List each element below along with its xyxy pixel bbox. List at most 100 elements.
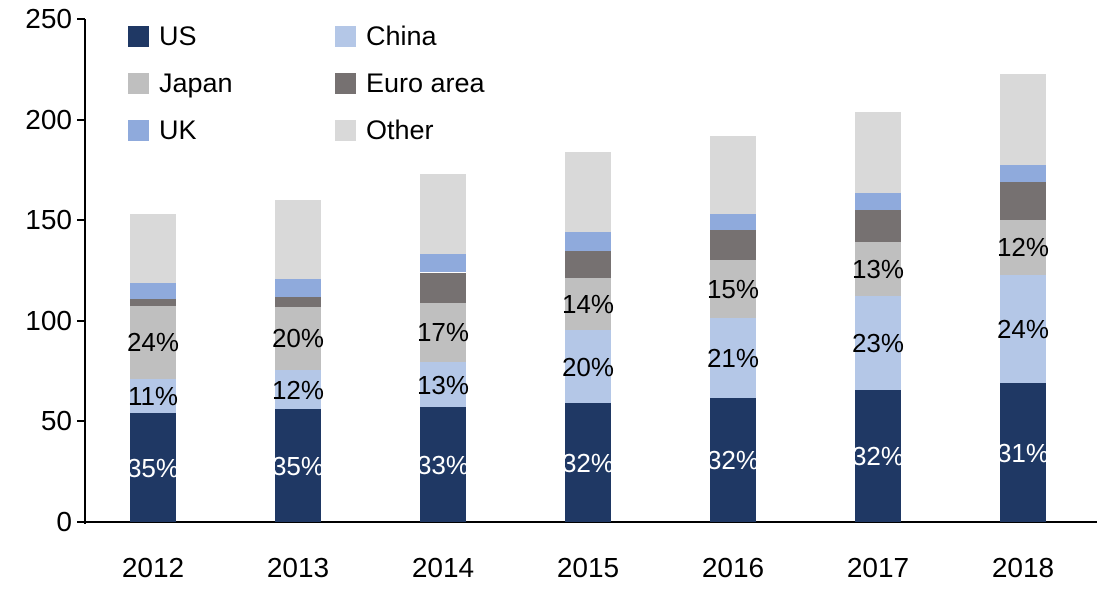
- segment-percent-label: 20%: [561, 351, 615, 382]
- bar-segment-us: [1000, 383, 1046, 522]
- segment-percent-label: 32%: [561, 447, 615, 478]
- segment-percent-label: 13%: [416, 369, 470, 400]
- bar-segment-china: [130, 379, 176, 414]
- segment-percent-label: 35%: [271, 450, 325, 481]
- segment-percent-label: 23%: [851, 327, 905, 358]
- bar-segment-us: [710, 398, 756, 522]
- legend-item-japan: Japan: [128, 67, 335, 100]
- bar-segment-other: [130, 214, 176, 283]
- legend-label: Other: [366, 115, 434, 145]
- bar-segment-japan: [275, 306, 321, 371]
- segment-percent-label: 17%: [416, 317, 470, 348]
- bar-segment-china: [1000, 274, 1046, 384]
- legend-label: Japan: [159, 68, 233, 98]
- y-tick-mark: [77, 319, 85, 322]
- bar-segment-china: [855, 295, 901, 391]
- legend-swatch-icon: [335, 26, 356, 47]
- segment-percent-label: 12%: [271, 374, 325, 405]
- bar-segment-china: [275, 370, 321, 410]
- y-tick-mark: [77, 420, 85, 423]
- legend-item-us: US: [128, 20, 335, 53]
- legend-swatch-icon: [128, 73, 149, 94]
- legend-swatch-icon: [335, 73, 356, 94]
- segment-percent-label: 11%: [127, 381, 179, 412]
- x-axis-label: 2017: [846, 552, 910, 583]
- bar-segment-euro-area: [275, 296, 321, 307]
- bar-segment-other: [1000, 74, 1046, 165]
- bar-segment-uk: [710, 214, 756, 231]
- x-axis-label: 2014: [411, 552, 475, 583]
- segment-percent-label: 21%: [706, 343, 760, 374]
- bar-segment-euro-area: [420, 272, 466, 303]
- y-tick-label: 150: [25, 204, 72, 236]
- bar-segment-euro-area: [855, 210, 901, 243]
- bar-segment-other: [565, 151, 611, 233]
- bar-segment-uk: [855, 193, 901, 211]
- segment-percent-label: 24%: [126, 327, 180, 358]
- legend: US China Japan Euro area UK Other: [128, 20, 485, 147]
- bar-segment-uk: [565, 232, 611, 252]
- segment-percent-label: 15%: [706, 274, 760, 305]
- bar-segment-japan: [565, 277, 611, 330]
- bar-segment-japan: [855, 242, 901, 296]
- legend-item-china: China: [335, 20, 485, 53]
- y-tick-mark: [77, 18, 85, 20]
- legend-label: UK: [159, 115, 197, 145]
- x-axis-label: 2012: [121, 552, 185, 583]
- segment-percent-label: 32%: [706, 445, 760, 476]
- bar-segment-china: [565, 329, 611, 404]
- bar-segment-euro-area: [130, 298, 176, 306]
- bar-segment-us: [275, 409, 321, 522]
- bar-segment-other: [275, 200, 321, 279]
- y-tick-mark: [77, 521, 85, 523]
- bar-segment-china: [710, 317, 756, 399]
- y-tick-label: 100: [25, 304, 72, 336]
- segment-percent-label: 33%: [416, 449, 470, 480]
- x-axis-label: 2013: [266, 552, 330, 583]
- bar-segment-uk: [420, 254, 466, 273]
- bar-segment-uk: [1000, 164, 1046, 182]
- legend-swatch-icon: [335, 120, 356, 141]
- bar-segment-other: [420, 173, 466, 255]
- bar-segment-japan: [710, 260, 756, 318]
- y-tick-mark: [77, 219, 85, 222]
- segment-percent-label: 35%: [126, 452, 180, 483]
- bar-segment-other: [855, 111, 901, 194]
- legend-item-other: Other: [335, 114, 485, 147]
- x-axis-label: 2018: [991, 552, 1055, 583]
- segment-percent-label: 20%: [271, 323, 325, 354]
- x-axis-label: 2015: [556, 552, 620, 583]
- bar-segment-china: [420, 362, 466, 408]
- legend-item-euro-area: Euro area: [335, 67, 485, 100]
- x-axis-label: 2016: [701, 552, 765, 583]
- bar-segment-us: [565, 403, 611, 522]
- bar-segment-japan: [420, 302, 466, 363]
- y-tick-mark: [77, 118, 85, 121]
- y-tick-label: 250: [25, 3, 72, 34]
- y-axis-line: [84, 19, 86, 524]
- segment-percent-label: 31%: [996, 437, 1050, 468]
- segment-percent-label: 12%: [996, 232, 1050, 263]
- y-tick-label: 0: [56, 506, 72, 537]
- y-tick-label: 50: [40, 405, 72, 437]
- bar-segment-us: [420, 407, 466, 522]
- legend-label: US: [159, 21, 197, 51]
- legend-swatch-icon: [128, 120, 149, 141]
- segment-percent-label: 13%: [851, 253, 905, 284]
- bar-segment-us: [130, 413, 176, 522]
- segment-percent-label: 24%: [996, 313, 1050, 344]
- legend-item-uk: UK: [128, 114, 335, 147]
- legend-label: China: [366, 21, 437, 51]
- y-tick-label: 200: [25, 103, 72, 135]
- x-axis-line: [77, 521, 1097, 523]
- bar-segment-other: [710, 135, 756, 215]
- bar-segment-euro-area: [1000, 181, 1046, 221]
- bar-segment-euro-area: [565, 251, 611, 278]
- legend-label: Euro area: [366, 68, 485, 98]
- bar-segment-us: [855, 390, 901, 522]
- bar-segment-euro-area: [710, 230, 756, 261]
- bar-segment-uk: [130, 282, 176, 299]
- segment-percent-label: 32%: [851, 441, 905, 472]
- legend-swatch-icon: [128, 26, 149, 47]
